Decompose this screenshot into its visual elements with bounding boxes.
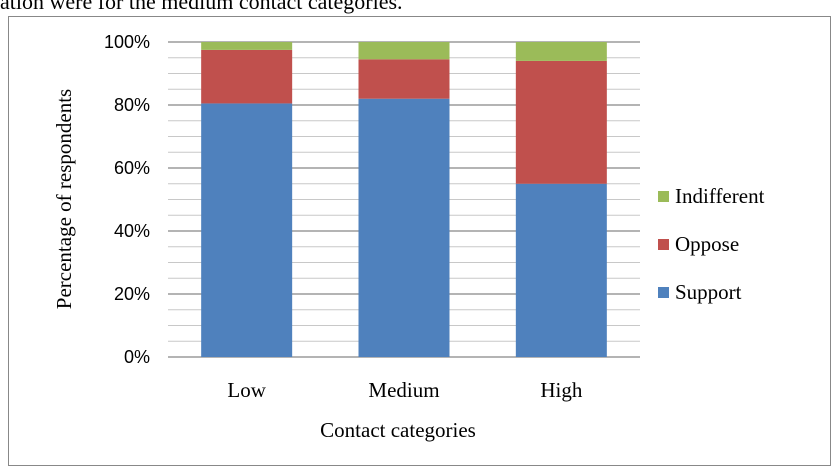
legend: Indifferent Oppose Support bbox=[658, 184, 765, 304]
x-category-label: Medium bbox=[368, 378, 439, 402]
y-axis-title: Percentage of respondents bbox=[52, 89, 76, 309]
bar-indifferent-medium bbox=[358, 42, 450, 60]
legend-label-indifferent: Indifferent bbox=[675, 184, 765, 208]
bar-support-high bbox=[515, 183, 607, 357]
x-category-label: Low bbox=[227, 378, 266, 402]
x-axis-title: Contact categories bbox=[320, 418, 476, 442]
y-tick-label: 0% bbox=[124, 347, 150, 367]
bar-indifferent-low bbox=[201, 42, 293, 50]
bar-oppose-low bbox=[201, 49, 293, 104]
legend-label-oppose: Oppose bbox=[675, 232, 739, 256]
y-tick-label: 20% bbox=[114, 284, 150, 304]
bar-oppose-high bbox=[515, 60, 607, 184]
y-tick-labels: 0% 20% 40% 60% 80% 100% bbox=[104, 32, 150, 367]
y-tick-label: 80% bbox=[114, 95, 150, 115]
x-category-labels: Low Medium High bbox=[227, 378, 582, 402]
y-tick-label: 40% bbox=[114, 221, 150, 241]
bars bbox=[201, 42, 607, 357]
bar-support-medium bbox=[358, 98, 450, 357]
caption-text: ation were for the medium contact catego… bbox=[0, 0, 403, 14]
y-tick-label: 100% bbox=[104, 32, 150, 52]
x-category-label: High bbox=[540, 378, 583, 402]
legend-label-support: Support bbox=[675, 280, 742, 304]
bar-support-low bbox=[201, 103, 293, 357]
legend-swatch-oppose bbox=[658, 239, 669, 250]
bar-oppose-medium bbox=[358, 59, 450, 99]
y-tick-label: 60% bbox=[114, 158, 150, 178]
legend-swatch-support bbox=[658, 287, 669, 298]
bar-indifferent-high bbox=[515, 42, 607, 61]
legend-swatch-indifferent bbox=[658, 191, 669, 202]
